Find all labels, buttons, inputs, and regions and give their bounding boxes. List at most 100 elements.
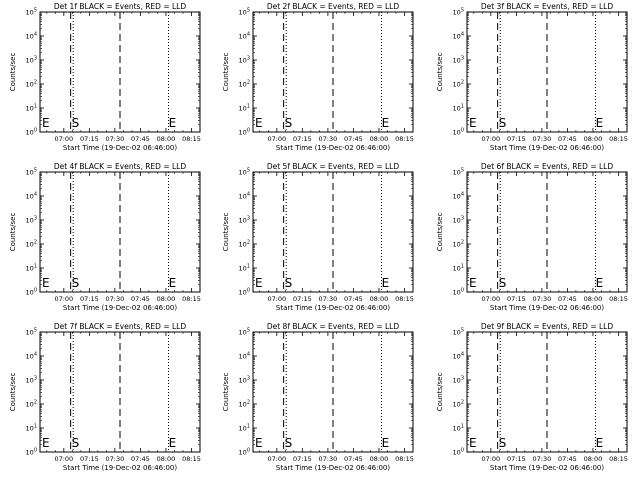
lightcurve-chart: Det 8f BLACK = Events, RED = LLD 100 101 10… [222, 322, 414, 472]
end-marker-label: E [169, 116, 177, 130]
y-tick-label: 100 [452, 128, 463, 137]
start-marker-label: S [498, 436, 506, 450]
y-tick-label: 102 [239, 240, 250, 249]
end-marker-label: E [382, 436, 390, 450]
detector-panel: Det 8f BLACK = Events, RED = LLD 100 101 10… [213, 320, 426, 480]
x-tick-label: 08:15 [182, 455, 201, 463]
chart-title: Det 8f BLACK = Events, RED = LLD [267, 322, 400, 331]
x-tick-label: 08:15 [609, 455, 628, 463]
lightcurve-chart: Det 2f BLACK = Events, RED = LLD 100 101 10… [222, 2, 414, 152]
y-tick-label: 105 [452, 328, 463, 337]
end-marker-label: E [169, 436, 177, 450]
y-tick-label: 103 [239, 216, 250, 225]
start-marker-label: S [72, 116, 80, 130]
y-tick-label: 101 [452, 104, 463, 113]
y-tick-label: 104 [26, 352, 37, 361]
y-tick-label: 104 [26, 192, 37, 201]
y-tick-label: 105 [26, 328, 37, 337]
y-tick-label: 105 [452, 168, 463, 177]
chart-title: Det 5f BLACK = Events, RED = LLD [267, 162, 400, 171]
x-tick-label: 08:00 [157, 295, 176, 303]
y-tick-label: 101 [26, 264, 37, 273]
end-marker-label: E [595, 436, 603, 450]
x-tick-label: 07:00 [481, 295, 500, 303]
x-tick-label: 08:00 [583, 455, 602, 463]
x-tick-label: 07:45 [558, 135, 577, 143]
x-tick-label: 07:00 [54, 135, 73, 143]
y-tick-label: 103 [239, 376, 250, 385]
x-tick-label: 07:45 [131, 455, 150, 463]
x-tick-label: 07:30 [532, 455, 551, 463]
y-axis-label: Counts/sec [222, 373, 230, 412]
detector-panel: Det 9f BLACK = Events, RED = LLD 100 101 10… [427, 320, 640, 480]
x-tick-label: 07:30 [106, 135, 125, 143]
x-tick-label: 08:15 [182, 135, 201, 143]
x-tick-label: 07:00 [268, 295, 287, 303]
x-axis-label: Start Time (19-Dec-02 06:46:00) [63, 304, 177, 312]
x-tick-label: 07:30 [532, 295, 551, 303]
x-tick-label: 08:15 [395, 295, 414, 303]
y-tick-label: 100 [239, 128, 250, 137]
y-tick-label: 104 [26, 32, 37, 41]
end-marker-label: E [469, 436, 477, 450]
x-tick-label: 07:30 [319, 135, 338, 143]
lightcurve-chart: Det 5f BLACK = Events, RED = LLD 100 101 10… [222, 162, 414, 312]
y-tick-label: 105 [239, 8, 250, 17]
y-tick-label: 100 [26, 128, 37, 137]
y-axis-label: Counts/sec [222, 213, 230, 252]
end-marker-label: E [382, 116, 390, 130]
detector-panel: Det 2f BLACK = Events, RED = LLD 100 101 10… [213, 0, 426, 160]
y-tick-label: 104 [239, 192, 250, 201]
y-tick-label: 104 [239, 32, 250, 41]
x-tick-label: 07:30 [106, 455, 125, 463]
x-axis-label: Start Time (19-Dec-02 06:46:00) [490, 144, 604, 152]
x-tick-label: 07:15 [293, 455, 312, 463]
x-tick-label: 08:00 [157, 135, 176, 143]
y-tick-label: 103 [452, 216, 463, 225]
x-tick-label: 08:00 [583, 135, 602, 143]
y-tick-label: 101 [452, 424, 463, 433]
lightcurve-chart: Det 7f BLACK = Events, RED = LLD 100 101 10… [9, 322, 201, 472]
y-axis-label: Counts/sec [9, 53, 17, 92]
x-axis-label: Start Time (19-Dec-02 06:46:00) [63, 464, 177, 472]
y-tick-label: 105 [239, 168, 250, 177]
start-marker-label: S [285, 116, 293, 130]
x-tick-label: 07:30 [532, 135, 551, 143]
x-tick-label: 07:45 [558, 295, 577, 303]
lightcurve-chart: Det 4f BLACK = Events, RED = LLD 100 101 10… [9, 162, 201, 312]
y-tick-label: 105 [26, 168, 37, 177]
start-marker-label: S [72, 276, 80, 290]
y-tick-label: 101 [26, 104, 37, 113]
x-tick-label: 08:15 [182, 295, 201, 303]
end-marker-label: E [169, 276, 177, 290]
x-tick-label: 08:00 [370, 135, 389, 143]
x-tick-label: 07:45 [131, 295, 150, 303]
x-axis-label: Start Time (19-Dec-02 06:46:00) [276, 464, 390, 472]
x-tick-label: 07:15 [80, 135, 99, 143]
x-tick-label: 07:15 [507, 135, 526, 143]
detector-panel: Det 6f BLACK = Events, RED = LLD 100 101 10… [427, 160, 640, 320]
chart-title: Det 7f BLACK = Events, RED = LLD [54, 322, 187, 331]
x-tick-label: 07:15 [293, 295, 312, 303]
x-tick-label: 07:45 [131, 135, 150, 143]
x-tick-label: 08:15 [609, 295, 628, 303]
y-axis-label: Counts/sec [9, 373, 17, 412]
y-tick-label: 102 [452, 240, 463, 249]
end-marker-label: E [595, 276, 603, 290]
x-axis-label: Start Time (19-Dec-02 06:46:00) [63, 144, 177, 152]
y-axis-label: Counts/sec [222, 53, 230, 92]
lightcurve-chart: Det 3f BLACK = Events, RED = LLD 100 101 10… [436, 2, 628, 152]
lightcurve-chart: Det 9f BLACK = Events, RED = LLD 100 101 10… [436, 322, 628, 472]
y-tick-label: 102 [26, 400, 37, 409]
y-tick-label: 104 [452, 192, 463, 201]
chart-title: Det 4f BLACK = Events, RED = LLD [54, 162, 187, 171]
x-axis-label: Start Time (19-Dec-02 06:46:00) [276, 144, 390, 152]
chart-title: Det 1f BLACK = Events, RED = LLD [54, 2, 187, 11]
x-axis-label: Start Time (19-Dec-02 06:46:00) [490, 464, 604, 472]
start-marker-label: S [285, 276, 293, 290]
chart-title: Det 3f BLACK = Events, RED = LLD [481, 2, 614, 11]
x-tick-label: 07:15 [293, 135, 312, 143]
y-tick-label: 101 [239, 424, 250, 433]
x-tick-label: 07:00 [481, 135, 500, 143]
